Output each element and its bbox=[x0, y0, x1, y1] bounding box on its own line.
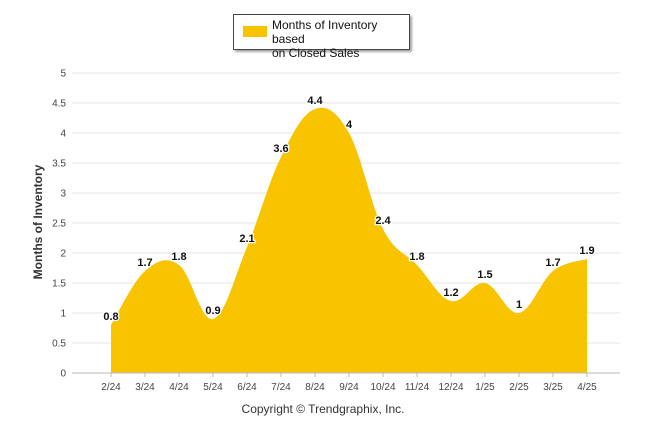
data-label: 3.6 bbox=[273, 143, 288, 155]
x-tick-label: 5/24 bbox=[203, 382, 223, 393]
y-tick-label: 1 bbox=[60, 309, 66, 320]
data-label: 1 bbox=[516, 299, 522, 311]
x-tick-label: 12/24 bbox=[438, 382, 463, 393]
x-tick-label: 1/25 bbox=[475, 382, 495, 393]
data-label: 0.9 bbox=[205, 305, 220, 317]
legend-label-line-2: on Closed Sales bbox=[272, 46, 360, 60]
legend-swatch bbox=[243, 26, 267, 37]
y-axis-title: Months of Inventory bbox=[31, 164, 45, 280]
data-label: 1.8 bbox=[409, 251, 424, 263]
x-tick-label: 3/25 bbox=[543, 382, 563, 393]
x-tick-label: 4/25 bbox=[577, 382, 597, 393]
y-tick-label: 3 bbox=[60, 189, 66, 200]
x-tick-label: 7/24 bbox=[271, 382, 291, 393]
x-axis-ticks: 2/24 3/24 4/24 5/24 6/24 7/24 8/24 9/24 10/24 11/… bbox=[101, 373, 597, 393]
data-labels: 0.8 1.7 1.8 0.9 2.1 3.6 4.4 4 2.4 1.8 1.2 1.5 1 1.7 1.… bbox=[102, 94, 596, 325]
y-tick-label: 2.5 bbox=[52, 219, 66, 230]
y-axis-ticks: 0 0.5 1 1.5 2 2.5 3 3.5 4 4.5 5 bbox=[52, 69, 66, 380]
legend-label-line-1: Months of Inventory based bbox=[272, 18, 378, 46]
legend-label: Months of Inventory based on Closed Sale… bbox=[272, 18, 407, 60]
y-tick-label: 0 bbox=[60, 369, 66, 380]
x-tick-label: 2/24 bbox=[101, 382, 121, 393]
x-tick-label: 9/24 bbox=[339, 382, 359, 393]
data-label: 1.5 bbox=[477, 269, 492, 281]
x-tick-label: 2/25 bbox=[509, 382, 529, 393]
data-label: 1.9 bbox=[579, 245, 594, 257]
data-label: 1.2 bbox=[443, 287, 458, 299]
data-label: 2.1 bbox=[239, 233, 254, 245]
y-tick-label: 4 bbox=[60, 129, 66, 140]
x-tick-label: 11/24 bbox=[405, 382, 430, 393]
y-tick-label: 2 bbox=[60, 249, 66, 260]
copyright-footer: Copyright © Trendgraphix, Inc. bbox=[241, 402, 405, 416]
area-series bbox=[111, 107, 587, 374]
x-tick-label: 8/24 bbox=[305, 382, 325, 393]
y-tick-label: 3.5 bbox=[52, 159, 66, 170]
data-label: 2.4 bbox=[375, 215, 391, 227]
legend: Months of Inventory based on Closed Sale… bbox=[233, 14, 410, 60]
data-label: 4 bbox=[346, 119, 353, 131]
x-tick-label: 6/24 bbox=[237, 382, 257, 393]
data-label: 1.8 bbox=[171, 251, 186, 263]
data-label: 0.8 bbox=[103, 311, 118, 323]
x-tick-label: 10/24 bbox=[370, 382, 395, 393]
data-label: 1.7 bbox=[137, 257, 152, 269]
data-label: 1.7 bbox=[545, 257, 560, 269]
data-label: 4.4 bbox=[307, 95, 323, 107]
x-tick-label: 3/24 bbox=[135, 382, 155, 393]
y-tick-label: 4.5 bbox=[52, 99, 66, 110]
y-tick-label: 1.5 bbox=[52, 279, 66, 290]
y-tick-label: 0.5 bbox=[52, 339, 66, 350]
y-tick-label: 5 bbox=[60, 69, 66, 80]
x-tick-label: 4/24 bbox=[169, 382, 189, 393]
